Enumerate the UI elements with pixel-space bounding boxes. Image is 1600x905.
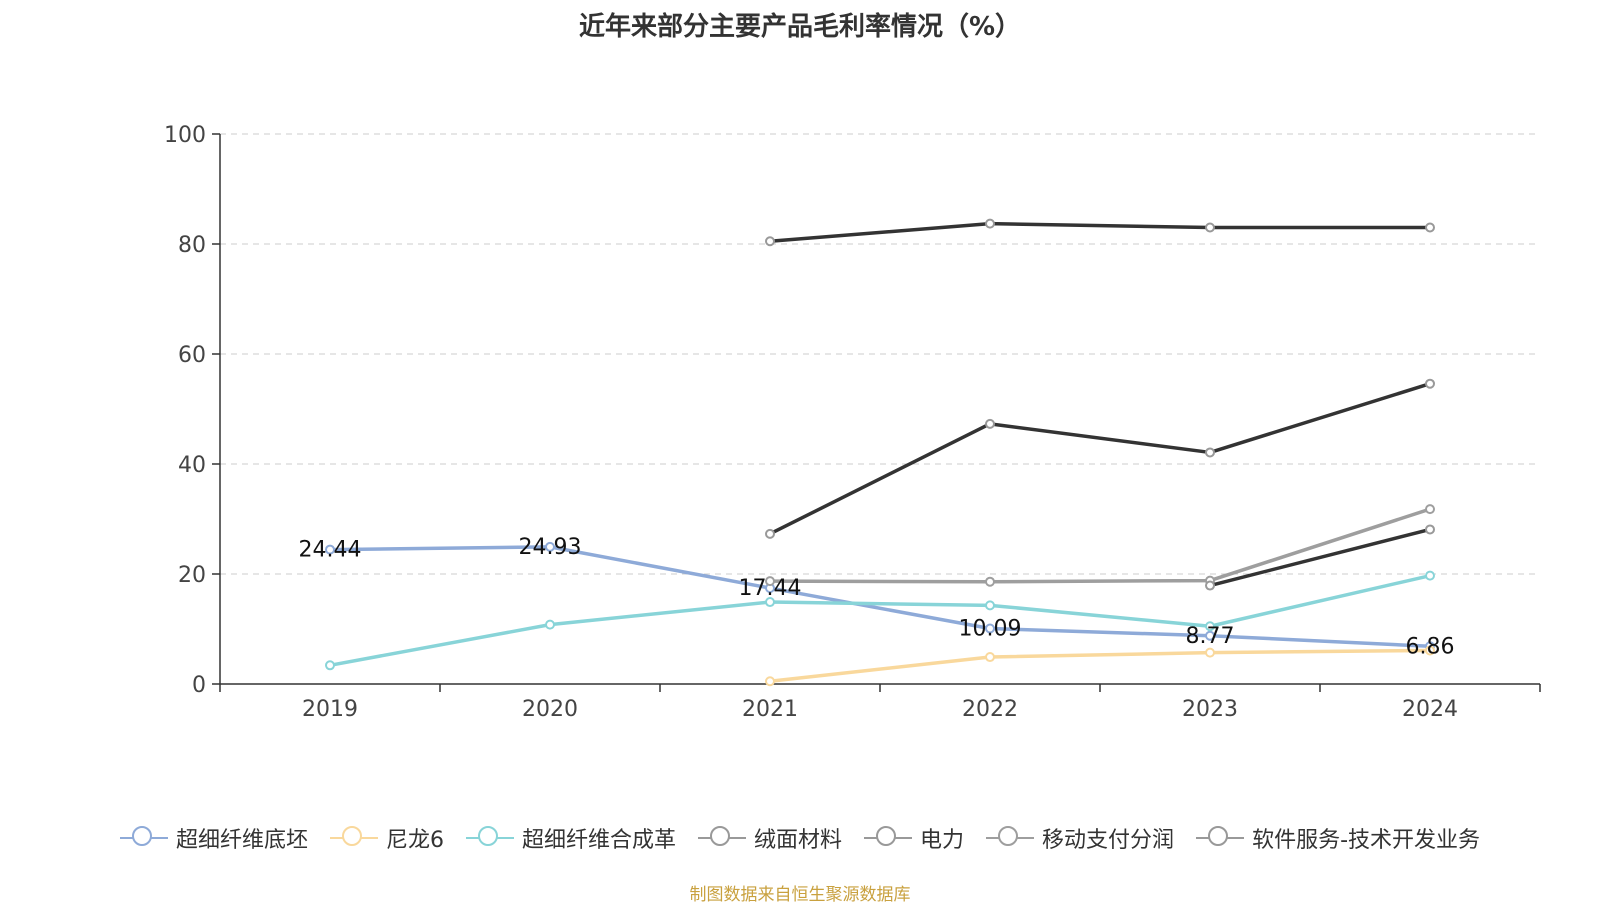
y-tick-label: 80 [178, 233, 206, 258]
legend-label: 超细纤维底坯 [175, 828, 308, 853]
legend-marker-icon [864, 826, 913, 850]
series-line-0 [329, 545, 1431, 649]
legend-item[interactable]: 电力 [864, 822, 964, 854]
data-label: 17.44 [739, 576, 802, 601]
legend-item[interactable]: 尼龙6 [330, 822, 444, 854]
series-line-1 [769, 648, 1431, 683]
data-point [765, 576, 775, 587]
data-point [985, 218, 995, 229]
x-tick-label: 2021 [742, 697, 798, 722]
data-point [1425, 570, 1435, 581]
data-point [1205, 647, 1215, 658]
data-point [985, 576, 995, 587]
y-tick-label: 60 [178, 343, 206, 368]
legend-marker-icon [119, 826, 168, 850]
series-line-6 [1209, 527, 1431, 588]
data-point [1205, 621, 1215, 632]
data-label: 24.93 [519, 535, 582, 560]
axis-layer: 0 20 40 60 80 100 2019 2020 2021 2022 2023 2024 [164, 123, 1541, 722]
data-label: 10.09 [959, 617, 1022, 642]
legend-item[interactable]: 绒面材料 [698, 822, 842, 854]
data-point [985, 623, 995, 634]
data-point [545, 541, 555, 552]
legend-marker-icon [466, 826, 514, 850]
series-line-4 [769, 221, 1430, 243]
data-point [1425, 222, 1435, 233]
data-point [1425, 524, 1435, 535]
data-point [765, 597, 775, 608]
data-point [1205, 222, 1215, 233]
x-tick-label: 2020 [522, 697, 578, 722]
legend-marker-icon [330, 826, 378, 850]
legend-marker-icon [986, 826, 1035, 850]
legend-label: 软件服务-技术开发业务 [1252, 828, 1481, 853]
data-point [1425, 378, 1435, 389]
legend-item[interactable]: 软件服务-技术开发业务 [1196, 822, 1480, 854]
data-label-layer: 24.44 24.93 17.44 10.09 8.77 6.86 [299, 535, 1455, 659]
y-tick-label: 100 [164, 123, 206, 148]
x-tick-label: 2022 [962, 697, 1018, 722]
series-line-5 [769, 507, 1431, 584]
y-tick-label: 20 [178, 563, 206, 588]
legend-label: 超细纤维合成革 [522, 828, 677, 853]
series-line-2 [329, 573, 1431, 668]
data-label: 24.44 [299, 538, 362, 563]
chart-title: 近年来部分主要产品毛利率情况（%） [578, 12, 1022, 42]
legend: 超细纤维底坯 尼龙6 超细纤维合成革 绒面材料 电力 移动支付分润 软件服务-技术开发业务 [0, 822, 1600, 854]
legend-label: 移动支付分润 [1042, 828, 1175, 853]
legend-marker-icon [1196, 826, 1245, 850]
legend-marker-icon [698, 826, 747, 850]
data-point [765, 676, 775, 687]
data-point [985, 600, 995, 611]
data-point [1205, 447, 1215, 458]
series-line-3 [769, 382, 1431, 536]
y-tick-label: 40 [178, 453, 206, 478]
data-point [325, 544, 335, 555]
legend-label: 尼龙6 [386, 828, 444, 853]
grid-layer [220, 133, 1540, 575]
legend-label: 绒面材料 [754, 828, 843, 853]
legend-item[interactable]: 超细纤维底坯 [119, 822, 308, 854]
line-chart: 0 20 40 60 80 100 2019 2020 2021 2022 2023 2024 24.… [164, 123, 1541, 722]
legend-item[interactable]: 移动支付分润 [986, 822, 1174, 854]
x-tick-label: 2024 [1402, 697, 1458, 722]
data-point [1425, 645, 1435, 656]
data-point [1205, 630, 1215, 641]
legend-label: 电力 [920, 828, 965, 853]
data-point [1205, 580, 1215, 591]
data-point [765, 236, 775, 247]
data-point [985, 418, 995, 429]
data-label: 8.77 [1186, 624, 1235, 649]
data-point [545, 619, 555, 630]
x-tick-label: 2023 [1182, 697, 1238, 722]
data-point [1425, 504, 1435, 515]
y-tick-label: 0 [192, 673, 206, 698]
source-note: 制图数据来自恒生聚源数据库 [689, 885, 911, 905]
data-point [765, 528, 775, 539]
legend-item[interactable]: 超细纤维合成革 [466, 822, 676, 854]
x-tick-label: 2019 [302, 697, 358, 722]
data-point [985, 652, 995, 663]
series-layer [325, 218, 1435, 687]
data-point [325, 660, 335, 671]
data-label: 6.86 [1406, 634, 1455, 659]
